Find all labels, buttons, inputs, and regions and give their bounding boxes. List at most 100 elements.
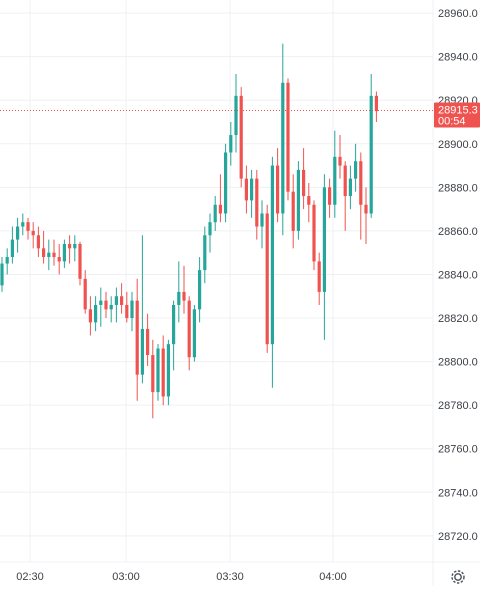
candle-body: [276, 165, 280, 214]
candle-body: [312, 204, 316, 262]
candle-body: [234, 95, 238, 136]
candle-body: [21, 222, 25, 227]
candle-body: [109, 304, 113, 310]
candle-body: [338, 156, 342, 166]
y-tick-label: 28800.0: [438, 357, 478, 369]
candle-body: [302, 169, 306, 197]
candle-body: [57, 257, 61, 262]
candle-body: [322, 187, 326, 292]
candle-body: [281, 82, 285, 214]
y-axis: 28960.028940.028920.028900.028880.028860…: [438, 8, 478, 543]
candle-body: [317, 261, 321, 292]
candle-body: [343, 165, 347, 197]
candle-body: [239, 95, 243, 179]
y-tick-label: 28780.0: [438, 400, 478, 412]
y-tick-label: 28840.0: [438, 269, 478, 281]
candle-body: [369, 95, 373, 214]
candle-body: [172, 304, 176, 345]
candle-body: [224, 152, 228, 214]
y-tick-label: 28820.0: [438, 313, 478, 325]
candle-body: [250, 178, 254, 201]
candle-body: [270, 165, 274, 345]
candle-body: [16, 226, 20, 240]
candle-body: [286, 82, 290, 192]
last-price-label: 28915.3: [438, 104, 478, 116]
x-tick-label: 03:30: [216, 571, 244, 583]
candle-body: [151, 355, 155, 393]
candle-body: [156, 348, 160, 393]
candle-body: [198, 270, 202, 310]
x-tick-label: 04:00: [319, 571, 347, 583]
candle-body: [354, 161, 358, 179]
x-tick-label: 03:00: [112, 571, 140, 583]
candle-body: [31, 230, 35, 236]
candle-body: [47, 252, 51, 258]
y-tick-label: 28880.0: [438, 182, 478, 194]
candle-body: [218, 204, 222, 214]
candle-body: [88, 309, 92, 323]
candle-body: [161, 348, 165, 397]
candle-body: [146, 328, 150, 356]
candle-body: [73, 243, 77, 249]
y-tick-label: 28860.0: [438, 226, 478, 238]
candle-body: [42, 248, 46, 258]
candle-body: [78, 243, 82, 279]
candle-body: [182, 291, 186, 301]
candle-body: [229, 135, 233, 153]
candle-body: [125, 304, 129, 319]
candle-body: [213, 204, 217, 223]
candle-body: [177, 291, 181, 305]
candle-body: [36, 235, 40, 249]
last-price-tag: 28915.3 00:54: [434, 102, 480, 128]
x-tick-label: 02:30: [16, 571, 44, 583]
last-price-tag-background: [434, 102, 480, 128]
candle-body: [68, 243, 72, 249]
candle-body: [99, 300, 103, 305]
candle-body: [359, 161, 363, 205]
candle-body: [26, 222, 30, 231]
candle-body: [5, 257, 9, 264]
gear-icon[interactable]: [451, 570, 465, 584]
candle-body: [135, 300, 139, 375]
candle-body: [244, 178, 248, 201]
candle-body: [265, 213, 269, 345]
candle-body: [120, 296, 124, 305]
candle-body: [140, 328, 144, 375]
candle-body: [187, 300, 191, 358]
bar-countdown-label: 00:54: [438, 115, 466, 127]
candle-body: [104, 300, 108, 310]
candles-layer: [0, 43, 378, 419]
candle-body: [0, 263, 4, 286]
y-tick-label: 28720.0: [438, 531, 478, 543]
candle-body: [114, 296, 118, 305]
candle-body: [260, 213, 264, 227]
y-tick-label: 28960.0: [438, 8, 478, 20]
y-tick-label: 28740.0: [438, 487, 478, 499]
candle-body: [208, 222, 212, 236]
y-tick-label: 28760.0: [438, 444, 478, 456]
candle-body: [94, 304, 98, 323]
candle-body: [52, 252, 56, 258]
candle-body: [10, 239, 14, 258]
candle-body: [333, 156, 337, 205]
candle-body: [166, 344, 170, 397]
candle-body: [203, 235, 207, 271]
candle-body: [296, 169, 300, 231]
gear-icon-hub: [454, 573, 462, 581]
candle-body: [291, 191, 295, 231]
y-tick-label: 28900.0: [438, 139, 478, 151]
candle-body: [62, 243, 66, 262]
candle-body: [307, 196, 311, 205]
candle-body: [364, 204, 368, 214]
candle-body: [255, 178, 259, 227]
x-axis: 02:30 03:00 03:30 04:00: [16, 571, 347, 583]
candle-body: [348, 178, 352, 197]
gear-icon-teeth: [451, 570, 465, 584]
candle-body: [328, 187, 332, 205]
y-tick-label: 28940.0: [438, 52, 478, 64]
candle-body: [374, 95, 378, 112]
candle-body: [83, 278, 87, 310]
